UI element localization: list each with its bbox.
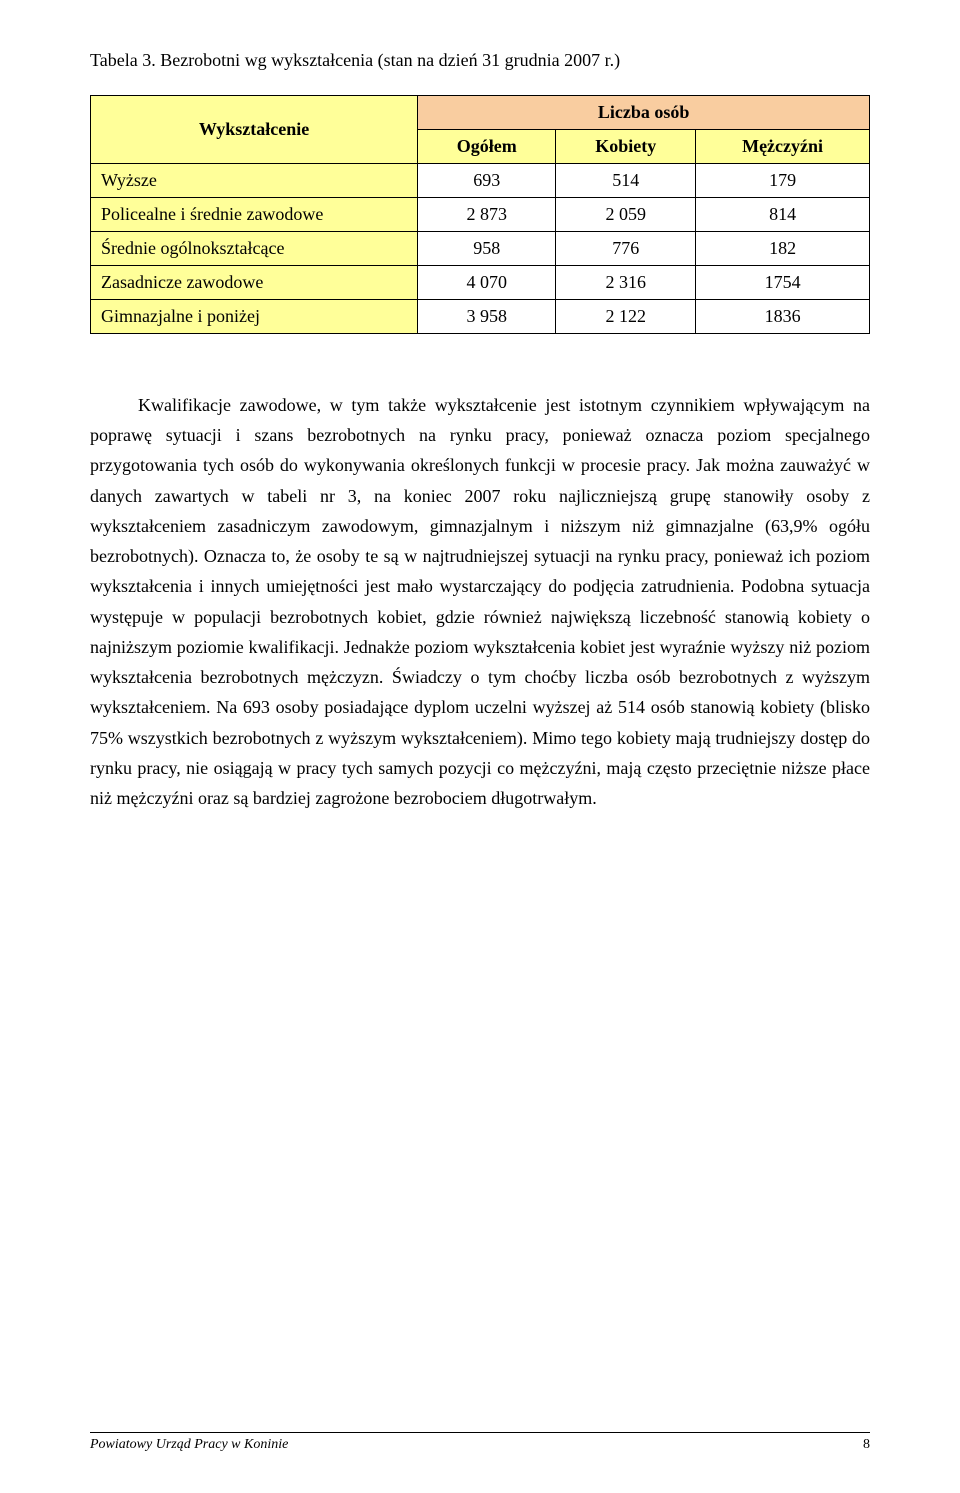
page-footer: Powiatowy Urząd Pracy w Koninie 8 [90, 1432, 870, 1453]
table-row: Wyższe 693 514 179 [91, 164, 870, 198]
body-paragraph: Kwalifikacje zawodowe, w tym także wyksz… [90, 390, 870, 813]
column-header: Mężczyźni [696, 130, 870, 164]
cell: 2 059 [556, 198, 696, 232]
row-label: Wyższe [91, 164, 418, 198]
cell: 776 [556, 232, 696, 266]
row-label: Zasadnicze zawodowe [91, 266, 418, 300]
education-table: Wykształcenie Liczba osób Ogółem Kobiety… [90, 95, 870, 334]
cell: 182 [696, 232, 870, 266]
cell: 2 122 [556, 300, 696, 334]
cell: 1754 [696, 266, 870, 300]
super-column-header: Liczba osób [418, 96, 870, 130]
column-header: Kobiety [556, 130, 696, 164]
row-label: Gimnazjalne i poniżej [91, 300, 418, 334]
column-header: Ogółem [418, 130, 556, 164]
cell: 814 [696, 198, 870, 232]
cell: 1836 [696, 300, 870, 334]
table-row: Zasadnicze zawodowe 4 070 2 316 1754 [91, 266, 870, 300]
row-label: Średnie ogólnokształcące [91, 232, 418, 266]
row-header: Wykształcenie [91, 96, 418, 164]
body-paragraph-container: Kwalifikacje zawodowe, w tym także wyksz… [90, 390, 870, 813]
cell: 4 070 [418, 266, 556, 300]
cell: 3 958 [418, 300, 556, 334]
cell: 2 316 [556, 266, 696, 300]
table-row: Średnie ogólnokształcące 958 776 182 [91, 232, 870, 266]
cell: 514 [556, 164, 696, 198]
footer-page-number: 8 [863, 1437, 870, 1453]
cell: 179 [696, 164, 870, 198]
row-label: Policealne i średnie zawodowe [91, 198, 418, 232]
table-row: Policealne i średnie zawodowe 2 873 2 05… [91, 198, 870, 232]
table-row: Gimnazjalne i poniżej 3 958 2 122 1836 [91, 300, 870, 334]
cell: 2 873 [418, 198, 556, 232]
cell: 693 [418, 164, 556, 198]
table-caption: Tabela 3. Bezrobotni wg wykształcenia (s… [90, 50, 870, 71]
footer-left: Powiatowy Urząd Pracy w Koninie [90, 1437, 288, 1453]
cell: 958 [418, 232, 556, 266]
